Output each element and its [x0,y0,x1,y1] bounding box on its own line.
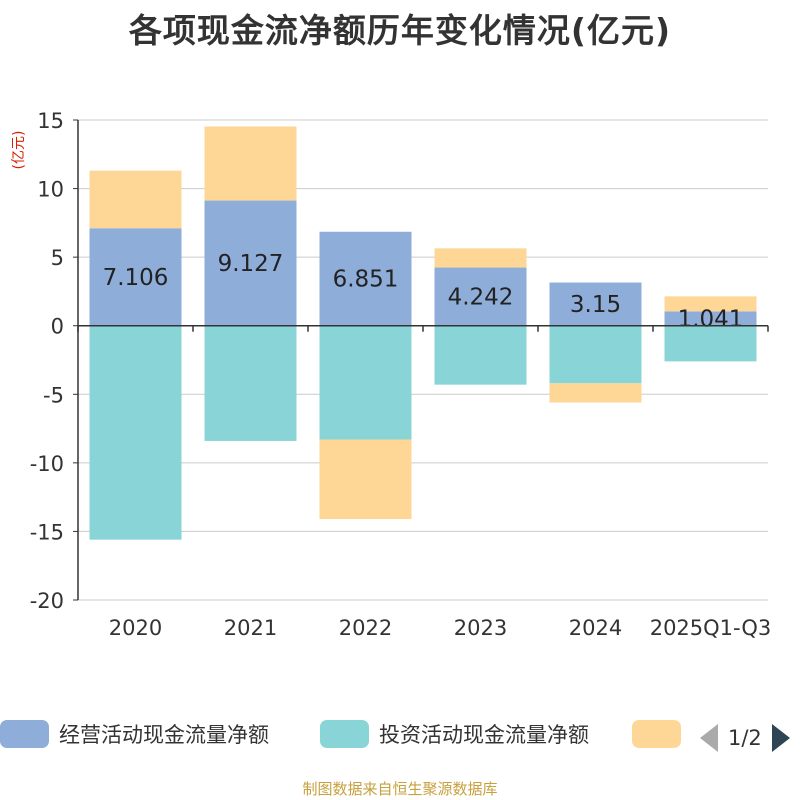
bar-2023-series-1 [434,325,527,385]
x-tick-label: 2025Q1-Q3 [650,616,772,640]
legend-page-indicator: 1/2 [728,726,762,750]
bar-2024-series-2 [549,383,642,403]
bar-2022-series-1 [319,325,412,440]
chart-title: 各项现金流净额历年变化情况(亿元) [128,11,672,50]
bar-2020-series-2 [89,170,182,229]
bar-2024-series-0 [549,282,642,326]
y-tick-label: -15 [30,520,64,544]
y-tick-label: 10 [37,178,64,202]
y-tick-label: -20 [30,589,64,613]
legend-swatch-operating [0,720,49,748]
legend-item-investing[interactable]: 投资活动现金流量净额 [320,716,589,752]
bar-2025Q1-Q3-series-0 [664,311,757,326]
data-label: 1.041 [678,307,744,333]
bar-2020-series-1 [89,325,182,540]
legend-label-investing: 投资活动现金流量净额 [379,723,589,747]
legend-next-page-icon[interactable] [771,724,790,752]
x-tick-label: 2020 [109,616,162,640]
data-source-footer: 制图数据来自恒生聚源数据库 [302,780,498,798]
legend-swatch-financing [632,720,681,748]
y-tick-label: -10 [30,452,64,476]
bar-2023-series-2 [434,248,527,268]
bar-2025Q1-Q3-series-2 [664,296,757,312]
data-label: 7.106 [103,265,169,291]
bar-2020-series-0 [89,228,182,326]
x-tick-label: 2023 [454,616,507,640]
data-label: 4.242 [448,285,514,311]
data-label: 9.127 [218,251,284,277]
bar-2022-series-0 [319,231,412,326]
x-tick-label: 2021 [224,616,277,640]
legend-swatch-investing [320,720,369,748]
y-tick-label: 0 [51,315,64,339]
legend: 经营活动现金流量净额 投资活动现金流量净额 1/2 [0,716,800,756]
data-label: 3.15 [570,292,621,318]
legend-item-operating[interactable]: 经营活动现金流量净额 [0,716,269,752]
bar-2021-series-1 [204,325,297,441]
legend-item-financing[interactable] [632,716,691,752]
bar-2021-series-0 [204,200,297,326]
bar-2023-series-0 [434,267,527,326]
y-tick-label: -5 [43,383,64,407]
bar-2021-series-2 [204,126,297,201]
x-tick-label: 2022 [339,616,392,640]
x-tick-label: 2024 [569,616,622,640]
bar-2025Q1-Q3-series-1 [664,325,757,362]
bar-2024-series-1 [549,325,642,384]
y-tick-label: 5 [51,246,64,270]
legend-label-operating: 经营活动现金流量净额 [59,723,269,747]
bar-chart: 15 10 5 0 -5 -10 -15 -20 7.106 9.127 6.851 4.242 3.1… [30,109,772,640]
bar-2022-series-2 [319,439,412,520]
data-label: 6.851 [333,267,399,293]
legend-prev-page-icon[interactable] [700,724,718,752]
y-tick-label: 15 [37,109,64,133]
legend-pager: 1/2 [700,720,790,756]
